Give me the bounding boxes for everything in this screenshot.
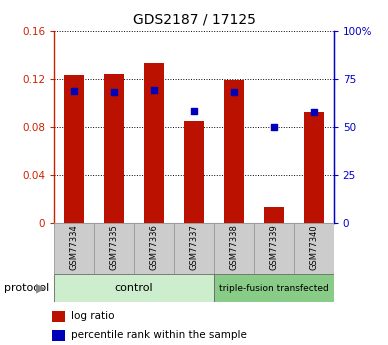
Point <box>71 88 77 93</box>
Point <box>271 124 277 130</box>
Bar <box>214 274 334 302</box>
Bar <box>304 112 324 223</box>
Bar <box>294 223 334 274</box>
Text: GSM77336: GSM77336 <box>150 225 159 270</box>
Bar <box>54 223 94 274</box>
Text: GDS2187 / 17125: GDS2187 / 17125 <box>133 12 255 26</box>
Bar <box>174 223 214 274</box>
Text: GSM77339: GSM77339 <box>269 225 278 270</box>
Text: control: control <box>115 283 153 293</box>
Bar <box>264 207 284 223</box>
Point <box>111 89 117 95</box>
Bar <box>52 311 65 322</box>
Bar <box>94 223 134 274</box>
Text: triple-fusion transfected: triple-fusion transfected <box>219 284 329 293</box>
Bar <box>144 63 164 223</box>
Point <box>231 89 237 95</box>
Bar <box>134 223 174 274</box>
Bar <box>214 223 254 274</box>
Point <box>311 110 317 115</box>
Text: log ratio: log ratio <box>71 312 114 322</box>
Bar <box>64 75 84 223</box>
Text: GSM77335: GSM77335 <box>110 225 119 270</box>
Text: GSM77337: GSM77337 <box>189 225 199 270</box>
Bar <box>104 74 124 223</box>
Text: GSM77334: GSM77334 <box>70 225 79 270</box>
Text: GSM77338: GSM77338 <box>229 225 238 270</box>
Bar <box>254 223 294 274</box>
Text: protocol: protocol <box>4 283 49 293</box>
Bar <box>52 330 65 341</box>
Bar <box>184 121 204 223</box>
Bar <box>54 274 214 302</box>
Bar <box>224 80 244 223</box>
Text: percentile rank within the sample: percentile rank within the sample <box>71 331 247 341</box>
Point <box>151 87 157 92</box>
Text: ▶: ▶ <box>36 282 45 295</box>
Point <box>191 108 197 114</box>
Text: GSM77340: GSM77340 <box>309 225 318 270</box>
